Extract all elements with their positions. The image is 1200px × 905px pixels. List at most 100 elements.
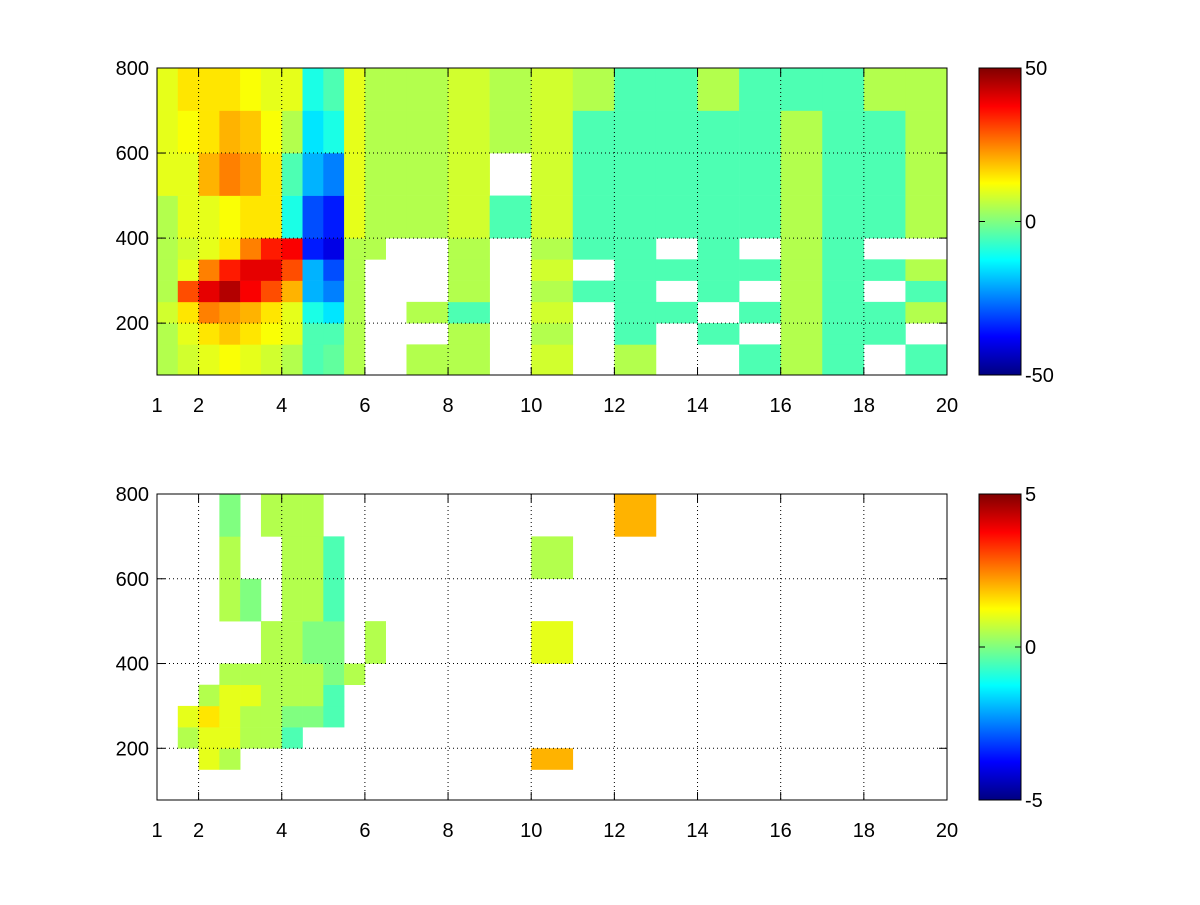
heat-cell [198, 748, 220, 770]
heat-cell [323, 68, 345, 111]
heat-cell [364, 68, 386, 111]
heat-cell [260, 727, 283, 749]
heat-cell [198, 195, 220, 239]
heat-cell [780, 344, 823, 376]
heat-cell [240, 259, 262, 281]
heat-cell [177, 238, 199, 260]
heat-cell [260, 110, 283, 154]
heat-cell [198, 705, 220, 728]
y-tick-label: 600 [116, 143, 149, 165]
heat-cell [302, 68, 324, 111]
x-tick-label: 12 [603, 395, 625, 417]
heat-cell [198, 727, 220, 749]
heat-cell [905, 110, 948, 154]
heat-cell [260, 494, 283, 537]
heat-cell [302, 301, 324, 324]
x-tick-label: 4 [276, 820, 287, 842]
heat-cell [240, 238, 262, 260]
heat-cell [302, 578, 324, 622]
heat-cell [822, 301, 865, 324]
heat-cell [177, 68, 199, 111]
heat-cell [240, 727, 262, 749]
heat-cell [177, 727, 199, 749]
heat-cell [697, 68, 740, 111]
heat-cell [281, 494, 303, 537]
heat-cell [219, 153, 241, 196]
x-tick-label: 1 [151, 820, 162, 842]
heat-cell [157, 153, 179, 196]
heat-cell [344, 195, 366, 239]
heat-cell [219, 110, 241, 154]
heat-cell [281, 323, 303, 345]
heat-cell [344, 344, 366, 376]
heat-cell [448, 153, 490, 196]
heat-cell [406, 195, 449, 239]
heat-cell [157, 259, 179, 281]
axes-box [156, 493, 948, 801]
heat-cell [323, 684, 345, 707]
heat-cell [697, 110, 740, 154]
heat-cell [219, 195, 241, 239]
y-tick-label: 200 [116, 738, 149, 760]
y-tick-label: 200 [116, 313, 149, 335]
heat-cell [822, 153, 865, 196]
heat-cell [614, 301, 657, 324]
heat-cell [302, 238, 324, 260]
heat-cell [240, 153, 262, 196]
heat-cell [780, 110, 823, 154]
heat-cell [822, 68, 865, 111]
heat-cell [697, 195, 740, 239]
heat-cell [531, 259, 574, 281]
heat-cell [572, 238, 615, 260]
heat-cell [281, 536, 303, 580]
x-tick-label: 1 [151, 395, 162, 417]
heat-cell [198, 110, 220, 154]
heat-cell [219, 494, 241, 537]
heat-cell [780, 301, 823, 324]
heat-cell [406, 110, 449, 154]
heat-cell [448, 344, 490, 376]
heat-cell [157, 301, 179, 324]
heat-cell [531, 153, 574, 196]
heat-cell [240, 578, 262, 622]
heat-cell [177, 153, 199, 196]
heat-cell [157, 280, 179, 303]
heat-cell [614, 195, 657, 239]
heat-cell [344, 280, 366, 303]
heat-cell [260, 280, 283, 303]
heat-cell [198, 280, 220, 303]
heat-cell [240, 68, 262, 111]
heat-cell [572, 280, 615, 303]
y-tick-label: 600 [116, 569, 149, 591]
heat-cell [219, 259, 241, 281]
heat-cell [364, 238, 386, 260]
heat-cell [281, 663, 303, 686]
heat-cell [302, 280, 324, 303]
heat-cell [739, 68, 781, 111]
heat-cell [177, 280, 199, 303]
heat-cell [260, 301, 283, 324]
heat-cell [177, 110, 199, 154]
heat-cell [614, 494, 657, 537]
colorbar-tick-label: 0 [1025, 637, 1036, 659]
heat-cell [157, 68, 179, 111]
heat-cell [219, 684, 241, 707]
colorbar [978, 493, 1022, 801]
heat-cell [323, 195, 345, 239]
heat-cell [697, 280, 740, 303]
x-tick-label: 14 [686, 820, 708, 842]
heat-cell [905, 68, 948, 111]
heat-cell [614, 259, 657, 281]
heat-cell [281, 153, 303, 196]
heat-cell [281, 705, 303, 728]
heat-cell [531, 621, 574, 664]
heat-cell [572, 110, 615, 154]
heat-cell [219, 578, 241, 622]
heat-cell [780, 238, 823, 260]
heat-cell [572, 153, 615, 196]
y-tick-label: 400 [116, 228, 149, 250]
y-tick-label: 800 [116, 484, 149, 506]
heat-cell [822, 259, 865, 281]
heat-cell [281, 238, 303, 260]
heat-cell [177, 301, 199, 324]
